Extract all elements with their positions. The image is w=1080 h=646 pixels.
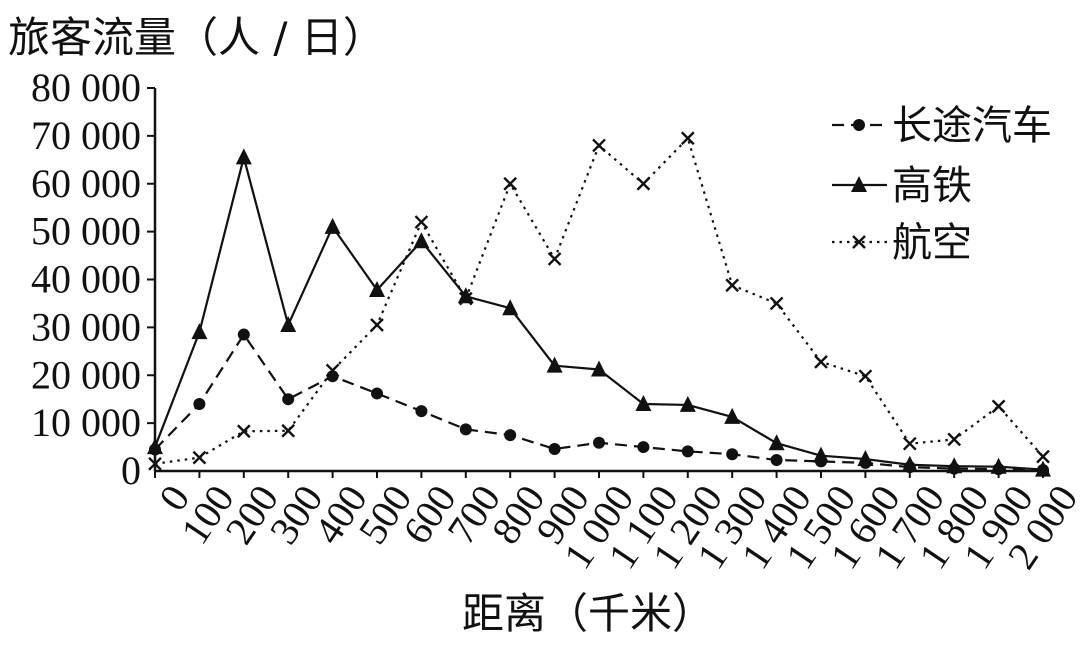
data-point: [325, 363, 340, 378]
y-tick-label: 30 000: [31, 304, 141, 349]
data-point: [991, 399, 1006, 414]
data-point: [990, 457, 1007, 474]
legend-marker: [852, 235, 866, 249]
legend-label: 长途汽车: [892, 103, 1052, 149]
data-point: [192, 450, 207, 465]
y-tick-label: 20 000: [31, 352, 141, 397]
data-point: [546, 356, 563, 373]
data-point: [504, 429, 517, 442]
legend-marker: [851, 176, 867, 192]
y-tick-label: 60 000: [31, 161, 141, 206]
data-point: [235, 148, 252, 165]
data-point: [282, 393, 295, 406]
y-axis-title: 旅客流量（人 / 日）: [8, 13, 385, 62]
series-2: [148, 131, 1050, 471]
data-point: [636, 176, 651, 191]
data-point: [813, 446, 829, 463]
data-point: [679, 395, 696, 412]
data-point: [547, 252, 562, 266]
data-point: [902, 436, 917, 451]
data-point: [947, 432, 962, 447]
data-point: [1036, 449, 1050, 464]
data-point: [592, 138, 606, 153]
data-point: [1035, 460, 1051, 477]
legend-marker: [853, 119, 865, 131]
data-point: [459, 423, 472, 436]
data-point: [770, 453, 783, 466]
data-point: [147, 438, 163, 455]
data-point: [324, 217, 341, 234]
data-point: [503, 176, 518, 191]
data-point: [148, 456, 162, 471]
x-axis-title: 距离（千米）: [462, 589, 714, 638]
data-point: [681, 445, 694, 458]
data-point: [857, 450, 874, 467]
y-tick-label: 80 000: [31, 65, 141, 110]
data-point: [724, 407, 741, 424]
data-point: [593, 436, 605, 449]
data-point: [680, 131, 695, 146]
data-point: [768, 434, 785, 451]
data-point: [414, 215, 429, 229]
data-point: [280, 315, 297, 332]
data-point: [370, 318, 384, 332]
data-point: [946, 457, 963, 474]
data-point: [193, 397, 206, 410]
data-point: [814, 354, 828, 369]
data-point: [413, 232, 430, 249]
legend-label: 航空: [892, 220, 972, 266]
data-point: [635, 394, 652, 411]
y-tick-label: 70 000: [31, 113, 141, 158]
y-tick-label: 0: [121, 448, 141, 493]
data-point: [901, 455, 918, 472]
series-1: [147, 148, 1051, 477]
data-point: [769, 296, 784, 311]
data-point: [637, 441, 650, 454]
data-point: [502, 299, 519, 316]
y-tick-label: 10 000: [31, 400, 141, 445]
data-point: [236, 424, 251, 439]
y-tick-label: 40 000: [31, 257, 141, 302]
legend-label: 高铁: [892, 163, 972, 209]
data-point: [371, 387, 383, 400]
y-tick-label: 50 000: [31, 209, 141, 254]
data-point: [725, 278, 740, 293]
data-point: [591, 360, 607, 377]
series-lines: [147, 131, 1051, 477]
data-point: [858, 369, 873, 384]
data-point: [191, 323, 208, 340]
data-point: [415, 405, 428, 418]
data-point: [281, 423, 296, 438]
data-point: [458, 291, 473, 306]
series-0: [149, 328, 1049, 477]
data-point: [457, 287, 474, 304]
data-point: [548, 442, 561, 455]
data-point: [726, 448, 739, 461]
data-point: [369, 281, 385, 298]
data-point: [237, 328, 250, 341]
